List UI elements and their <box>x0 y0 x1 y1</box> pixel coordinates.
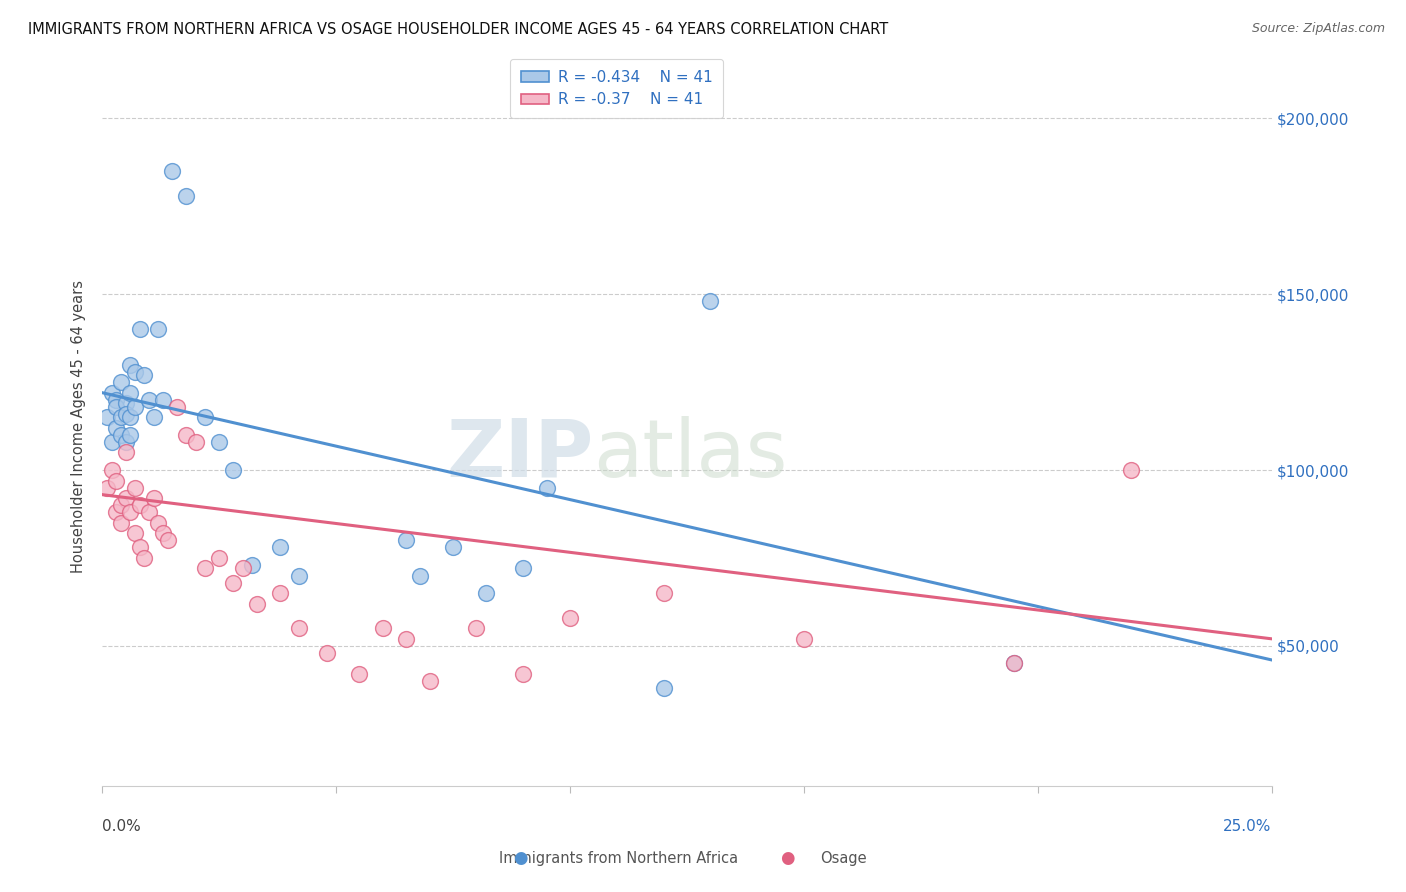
Point <box>120 428 142 442</box>
Point <box>287 621 309 635</box>
Point <box>110 375 132 389</box>
Point <box>793 632 815 646</box>
Point <box>152 526 174 541</box>
Text: atlas: atlas <box>593 416 787 494</box>
Text: Osage: Osage <box>820 851 868 865</box>
Point <box>114 396 136 410</box>
Point <box>269 586 291 600</box>
Point <box>96 410 118 425</box>
Point <box>124 365 146 379</box>
Point <box>120 358 142 372</box>
Point <box>142 410 165 425</box>
Point <box>441 541 464 555</box>
Point <box>409 568 432 582</box>
Point <box>652 586 675 600</box>
Point <box>156 533 179 548</box>
Point <box>142 491 165 505</box>
Point <box>114 445 136 459</box>
Point <box>148 516 170 530</box>
Point <box>100 463 122 477</box>
Point <box>114 407 136 421</box>
Point <box>558 611 581 625</box>
Point <box>128 322 150 336</box>
Point <box>166 400 188 414</box>
Y-axis label: Householder Income Ages 45 - 64 years: Householder Income Ages 45 - 64 years <box>72 279 86 573</box>
Point <box>110 498 132 512</box>
Point <box>100 434 122 449</box>
Point <box>474 586 496 600</box>
Point <box>128 498 150 512</box>
Point <box>465 621 488 635</box>
Legend: R = -0.434    N = 41, R = -0.37    N = 41: R = -0.434 N = 41, R = -0.37 N = 41 <box>510 59 723 118</box>
Point <box>222 575 245 590</box>
Point <box>395 533 418 548</box>
Text: IMMIGRANTS FROM NORTHERN AFRICA VS OSAGE HOUSEHOLDER INCOME AGES 45 - 64 YEARS C: IMMIGRANTS FROM NORTHERN AFRICA VS OSAGE… <box>28 22 889 37</box>
Point <box>120 410 142 425</box>
Point <box>148 322 170 336</box>
Text: Source: ZipAtlas.com: Source: ZipAtlas.com <box>1251 22 1385 36</box>
Text: 25.0%: 25.0% <box>1223 819 1271 834</box>
Point <box>134 551 156 566</box>
Text: Immigrants from Northern Africa: Immigrants from Northern Africa <box>499 851 738 865</box>
Point <box>110 516 132 530</box>
Point <box>194 561 217 575</box>
Point <box>105 400 128 414</box>
Point <box>152 392 174 407</box>
Text: 0.0%: 0.0% <box>103 819 141 834</box>
Point <box>194 410 217 425</box>
Point <box>371 621 394 635</box>
Point <box>110 410 132 425</box>
Point <box>138 392 160 407</box>
Point <box>105 474 128 488</box>
Point <box>105 392 128 407</box>
Point <box>124 481 146 495</box>
Point <box>124 526 146 541</box>
Point <box>114 434 136 449</box>
Text: ●: ● <box>513 849 527 867</box>
Point <box>222 463 245 477</box>
Point <box>512 561 534 575</box>
Point <box>138 505 160 519</box>
Point <box>395 632 418 646</box>
Point <box>287 568 309 582</box>
Point <box>105 421 128 435</box>
Point <box>699 294 721 309</box>
Point <box>240 558 263 572</box>
Point <box>1121 463 1143 477</box>
Point <box>512 667 534 681</box>
Point <box>269 541 291 555</box>
Point <box>120 505 142 519</box>
Point <box>208 551 231 566</box>
Point <box>128 541 150 555</box>
Point <box>100 385 122 400</box>
Point <box>208 434 231 449</box>
Point <box>120 385 142 400</box>
Point <box>419 673 441 688</box>
Point <box>124 400 146 414</box>
Point <box>105 505 128 519</box>
Point <box>134 368 156 383</box>
Point <box>184 434 207 449</box>
Point <box>245 597 267 611</box>
Point <box>96 481 118 495</box>
Point <box>176 428 198 442</box>
Point <box>652 681 675 695</box>
Point <box>315 646 337 660</box>
Point <box>1002 657 1025 671</box>
Text: ZIP: ZIP <box>446 416 593 494</box>
Point <box>232 561 254 575</box>
Point <box>1002 657 1025 671</box>
Point <box>176 188 198 202</box>
Point <box>536 481 558 495</box>
Text: ●: ● <box>780 849 794 867</box>
Point <box>162 164 184 178</box>
Point <box>114 491 136 505</box>
Point <box>349 667 371 681</box>
Point <box>110 428 132 442</box>
